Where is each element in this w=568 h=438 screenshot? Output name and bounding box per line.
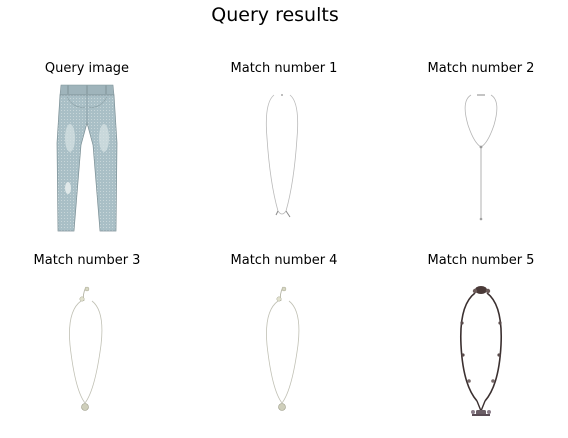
lariat-necklace-image bbox=[464, 94, 498, 221]
panel-title: Match number 5 bbox=[427, 253, 535, 268]
jeans-image bbox=[56, 84, 118, 232]
beaded-leather-necklace-image bbox=[459, 286, 503, 416]
figure-title: Query results bbox=[211, 4, 339, 26]
panel-title: Match number 3 bbox=[33, 253, 141, 268]
pendant-necklace-image bbox=[69, 286, 103, 411]
panel-title: Match number 1 bbox=[230, 61, 338, 76]
panel-title: Query image bbox=[44, 61, 130, 76]
panel-title: Match number 2 bbox=[427, 61, 535, 76]
pendant-necklace-image bbox=[266, 286, 300, 411]
panel-title: Match number 4 bbox=[230, 253, 338, 268]
thin-necklace-image bbox=[265, 94, 299, 218]
